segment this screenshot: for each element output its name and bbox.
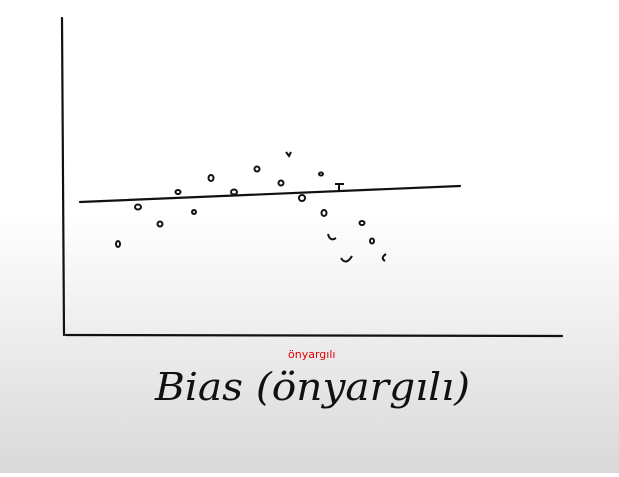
point (115, 240, 121, 248)
point (335, 183, 344, 190)
point (207, 174, 215, 182)
handwritten-label: Bias (önyargılı) (154, 365, 470, 409)
point (340, 255, 353, 263)
point (298, 194, 306, 202)
point (174, 189, 182, 195)
points (115, 151, 387, 263)
point (134, 203, 142, 211)
annotation: önyargılı (288, 348, 335, 361)
point (156, 220, 164, 228)
point (327, 233, 337, 241)
point (320, 209, 328, 217)
x-axis (64, 333, 564, 338)
point (191, 209, 197, 215)
point (318, 171, 324, 177)
point (381, 253, 387, 262)
point (230, 188, 238, 196)
point (253, 165, 261, 173)
point (285, 151, 292, 158)
y-axis (60, 16, 66, 337)
point (369, 237, 375, 245)
point (358, 220, 366, 226)
point (277, 179, 285, 187)
fit-line (78, 184, 462, 204)
